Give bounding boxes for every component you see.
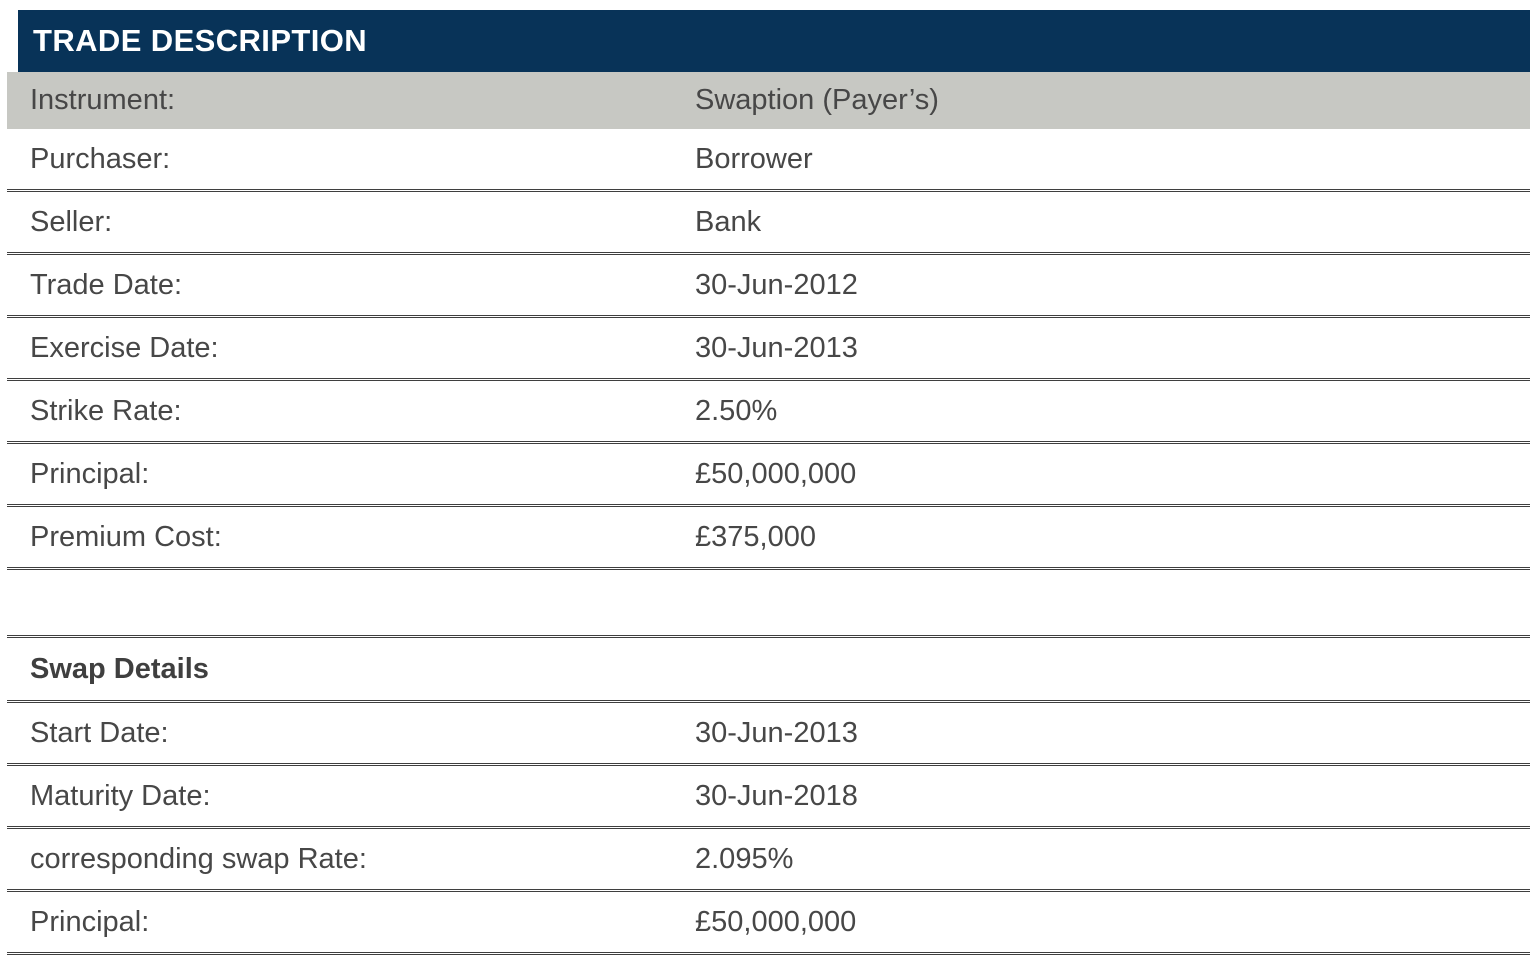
table-row-strike-rate: Strike Rate: 2.50%	[7, 378, 1530, 441]
row-value: 30-Jun-2018	[695, 779, 858, 812]
page-title: TRADE DESCRIPTION	[33, 23, 368, 58]
table-row-start-date: Start Date: 30-Jun-2013	[7, 700, 1530, 763]
row-value: £50,000,000	[695, 905, 857, 938]
row-value: 2.095%	[695, 842, 794, 875]
row-value: 30-Jun-2013	[695, 331, 858, 364]
row-label: Exercise Date:	[30, 331, 219, 364]
table-row-swap-principal: Principal: £50,000,000	[7, 889, 1530, 952]
trade-description-title-bar: TRADE DESCRIPTION	[18, 10, 1530, 72]
row-value: Bank	[695, 205, 762, 238]
row-label: Start Date:	[30, 716, 169, 749]
row-label: Principal:	[30, 905, 150, 938]
row-label: Strike Rate:	[30, 394, 182, 427]
row-value: Borrower	[695, 142, 813, 175]
row-label: Principal:	[30, 457, 150, 490]
row-value: 2.50%	[695, 394, 778, 427]
row-label: Trade Date:	[30, 268, 183, 301]
trade-description-table: Instrument: Swaption (Payer’s) Purchaser…	[7, 72, 1530, 570]
row-label: Purchaser:	[30, 142, 171, 175]
swap-details-heading-row: Swap Details	[7, 638, 1530, 700]
table-row-premium-cost: Premium Cost: £375,000	[7, 504, 1530, 567]
table-row-instrument: Instrument: Swaption (Payer’s)	[7, 72, 1530, 129]
table-row-trade-date: Trade Date: 30-Jun-2012	[7, 252, 1530, 315]
row-label: Premium Cost:	[30, 520, 222, 553]
row-label: corresponding swap Rate:	[30, 842, 367, 875]
section-heading: Swap Details	[30, 652, 209, 685]
swap-details-table: Swap Details Start Date: 30-Jun-2013 Mat…	[7, 635, 1530, 955]
row-value: £375,000	[695, 520, 816, 553]
table-row-corresponding-swap-rate: corresponding swap Rate: 2.095%	[7, 826, 1530, 889]
row-value: 30-Jun-2012	[695, 268, 858, 301]
row-label: Maturity Date:	[30, 779, 211, 812]
row-label: Seller:	[30, 205, 113, 238]
table-row-seller: Seller: Bank	[7, 189, 1530, 252]
table-row-purchaser: Purchaser: Borrower	[7, 129, 1530, 189]
row-label: Instrument:	[30, 84, 176, 116]
section-gap	[0, 570, 1536, 635]
row-value: Swaption (Payer’s)	[695, 84, 939, 116]
row-value: £50,000,000	[695, 457, 857, 490]
row-value: 30-Jun-2013	[695, 716, 858, 749]
table-row-maturity-date: Maturity Date: 30-Jun-2018	[7, 763, 1530, 826]
table-row-principal: Principal: £50,000,000	[7, 441, 1530, 504]
table-row-exercise-date: Exercise Date: 30-Jun-2013	[7, 315, 1530, 378]
